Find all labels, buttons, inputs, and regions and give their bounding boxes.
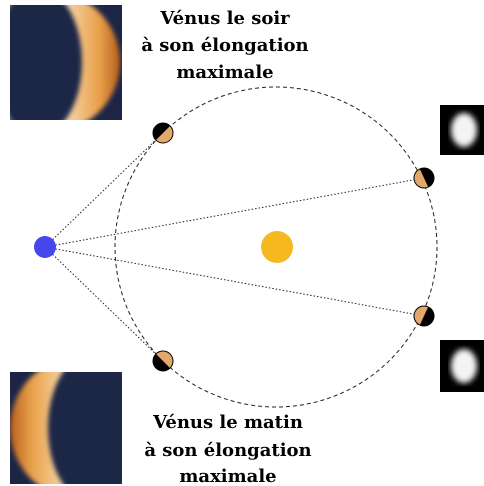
gibbous-image-top <box>440 105 484 155</box>
evening-crescent-image <box>10 5 122 120</box>
earth <box>34 236 56 258</box>
label-line: à son élongation <box>144 440 311 461</box>
label-line: maximale <box>179 466 276 486</box>
label-line: à son élongation <box>141 35 308 56</box>
label-line: Vénus le soir <box>159 8 290 29</box>
venus-orbit <box>114 86 438 408</box>
sun <box>261 231 293 263</box>
venus-phase <box>152 350 174 372</box>
venus-phase <box>413 305 435 327</box>
label-line: maximale <box>176 62 273 83</box>
venus-phase <box>413 167 435 189</box>
sight-lines <box>44 132 425 362</box>
venus-phase <box>152 122 174 144</box>
label-line: Vénus le matin <box>152 412 303 433</box>
gibbous-image-bottom <box>440 340 484 392</box>
morning-crescent-image <box>10 372 122 484</box>
